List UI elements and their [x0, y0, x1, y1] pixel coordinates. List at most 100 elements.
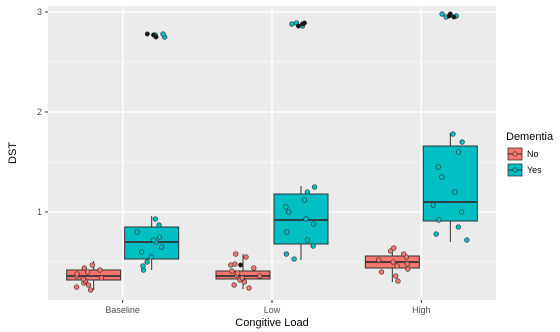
data-point: [436, 217, 442, 223]
data-point: [433, 231, 439, 237]
data-point: [378, 269, 385, 275]
data-point: [405, 266, 411, 272]
data-point: [376, 257, 382, 263]
data-point: [459, 139, 465, 145]
data-point: [387, 248, 394, 254]
data-point: [228, 262, 234, 268]
box-yes-baseline: [124, 226, 180, 260]
data-point: [160, 31, 166, 37]
data-point: [401, 251, 407, 257]
legend-title: Dementia: [506, 131, 554, 143]
data-point: [156, 222, 162, 228]
data-point: [304, 189, 311, 195]
data-point: [301, 197, 308, 203]
data-point: [89, 262, 96, 268]
data-point: [138, 249, 145, 255]
outlier-point: [295, 23, 301, 29]
legend: Dementia No Yes: [506, 131, 554, 177]
grid-major: [48, 6, 496, 300]
data-point: [394, 263, 400, 269]
data-point: [310, 243, 316, 249]
box-no-baseline: [66, 269, 122, 281]
data-point: [464, 237, 470, 243]
data-point: [98, 275, 105, 281]
data-point: [235, 270, 241, 276]
data-point: [311, 221, 317, 227]
outlier-points: [144, 11, 457, 268]
data-point: [97, 267, 103, 273]
data-point: [439, 11, 445, 17]
data-point: [303, 216, 309, 222]
legend-key-point: [512, 151, 518, 157]
data-point: [87, 287, 94, 293]
data-point: [243, 254, 249, 260]
data-point: [283, 204, 289, 210]
data-point: [393, 273, 399, 279]
data-point: [229, 268, 235, 274]
data-point: [286, 209, 292, 215]
data-point: [158, 244, 165, 250]
legend-key-point: [512, 167, 518, 173]
legend-label-yes: Yes: [527, 165, 542, 175]
data-point: [289, 21, 295, 27]
y-axis: 1 2 3: [37, 7, 48, 217]
data-point: [452, 189, 458, 195]
data-point: [458, 209, 465, 215]
data-point: [404, 261, 410, 267]
y-tick-label: 3: [37, 7, 42, 17]
data-point: [439, 174, 445, 180]
x-tick-label: Baseline: [105, 305, 140, 315]
jitter-points: [73, 11, 470, 293]
data-point: [81, 265, 88, 271]
boxplots: [66, 133, 478, 290]
data-point: [391, 245, 397, 251]
legend-label-no: No: [527, 149, 539, 159]
data-point: [152, 216, 158, 222]
outlier-point: [451, 14, 457, 20]
box-yes-high: [422, 145, 478, 222]
data-point: [231, 282, 237, 288]
y-axis-title: DST: [7, 142, 19, 164]
data-point: [134, 229, 140, 235]
data-point: [85, 269, 91, 275]
data-point: [251, 265, 257, 271]
data-point: [311, 184, 318, 190]
data-point: [151, 237, 157, 243]
data-point: [450, 131, 456, 137]
data-point: [239, 275, 245, 281]
data-point: [256, 273, 263, 279]
x-tick-label: High: [412, 305, 431, 315]
data-point: [283, 229, 290, 235]
data-point: [73, 284, 80, 290]
data-point: [148, 254, 154, 260]
data-point: [390, 259, 396, 265]
data-point: [430, 202, 436, 208]
box-yes-low: [273, 193, 329, 245]
outlier-point: [144, 31, 150, 37]
outlier-point: [447, 11, 453, 17]
data-point: [304, 237, 311, 243]
outlier-point: [301, 20, 307, 26]
data-point: [455, 224, 462, 230]
data-point: [140, 263, 146, 269]
y-tick-label: 2: [37, 107, 42, 117]
x-tick-label: Low: [264, 305, 281, 315]
data-point: [156, 234, 163, 240]
data-point: [85, 282, 92, 288]
data-point: [80, 276, 86, 282]
data-point: [283, 251, 289, 257]
data-point: [241, 279, 248, 285]
data-point: [456, 149, 462, 155]
data-point: [246, 285, 252, 291]
x-axis: Baseline Low High: [105, 300, 431, 315]
x-axis-title: Congitive Load: [235, 317, 308, 329]
data-point: [144, 259, 150, 265]
y-tick-label: 1: [37, 207, 42, 217]
data-point: [74, 271, 80, 277]
data-point: [291, 256, 297, 262]
data-point: [435, 164, 441, 170]
outlier-point: [151, 32, 156, 38]
data-point: [233, 251, 239, 257]
outlier-point: [238, 262, 244, 268]
